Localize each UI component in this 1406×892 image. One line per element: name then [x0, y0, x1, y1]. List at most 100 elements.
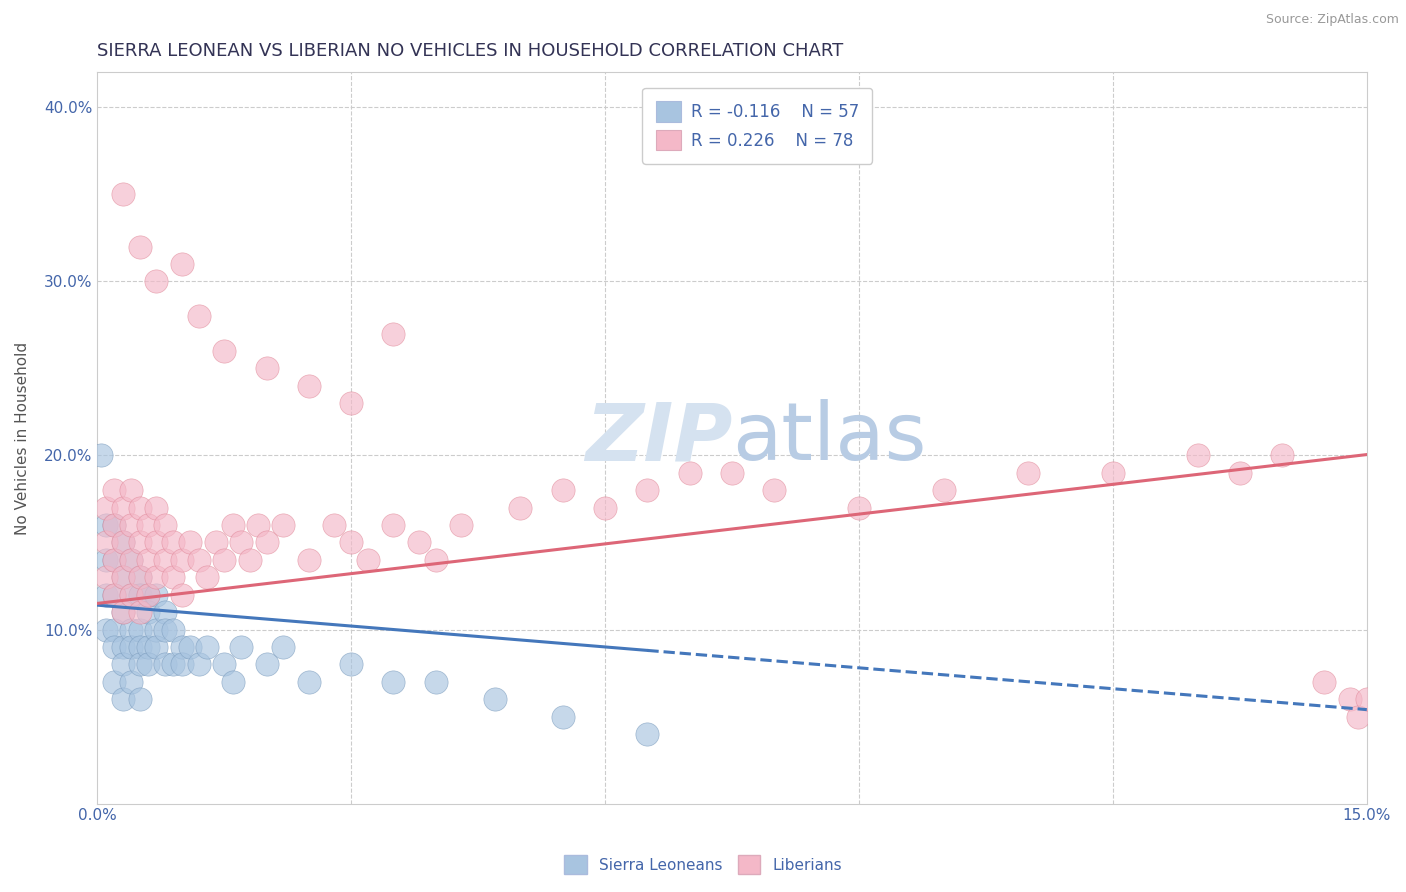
Point [298, 553, 321, 567]
Point [120, 553, 142, 567]
Point [382, 326, 405, 341]
Point [136, 657, 159, 672]
Point [509, 500, 531, 515]
Point [136, 605, 159, 619]
Point [170, 588, 193, 602]
Point [212, 553, 235, 567]
Point [484, 692, 506, 706]
Point [679, 466, 702, 480]
Point [120, 623, 142, 637]
Point [256, 535, 278, 549]
Point [128, 570, 150, 584]
Point [187, 309, 209, 323]
Point [128, 657, 150, 672]
Point [111, 570, 134, 584]
Point [111, 640, 134, 654]
Point [120, 518, 142, 533]
Point [1229, 466, 1251, 480]
Point [145, 640, 167, 654]
Point [636, 483, 658, 498]
Point [162, 657, 184, 672]
Point [128, 623, 150, 637]
Point [408, 535, 430, 549]
Point [162, 535, 184, 549]
Point [382, 674, 405, 689]
Point [136, 553, 159, 567]
Point [1017, 466, 1039, 480]
Point [153, 518, 176, 533]
Point [103, 623, 125, 637]
Point [120, 674, 142, 689]
Point [273, 518, 295, 533]
Point [120, 640, 142, 654]
Point [212, 343, 235, 358]
Point [145, 500, 167, 515]
Point [136, 640, 159, 654]
Point [111, 535, 134, 549]
Point [111, 605, 134, 619]
Point [1355, 692, 1378, 706]
Point [425, 674, 447, 689]
Point [187, 657, 209, 672]
Point [111, 500, 134, 515]
Point [136, 518, 159, 533]
Point [179, 640, 201, 654]
Point [153, 605, 176, 619]
Point [153, 623, 176, 637]
Point [1187, 449, 1209, 463]
Point [128, 588, 150, 602]
Point [848, 500, 870, 515]
Legend: Sierra Leoneans, Liberians: Sierra Leoneans, Liberians [558, 849, 848, 880]
Y-axis label: No Vehicles in Household: No Vehicles in Household [15, 342, 30, 534]
Point [256, 361, 278, 376]
Point [1271, 449, 1294, 463]
Point [145, 535, 167, 549]
Point [162, 623, 184, 637]
Point [153, 657, 176, 672]
Point [103, 483, 125, 498]
Point [340, 396, 363, 410]
Point [136, 588, 159, 602]
Point [1347, 709, 1369, 723]
Point [195, 640, 218, 654]
Legend: R = -0.116    N = 57, R = 0.226    N = 78: R = -0.116 N = 57, R = 0.226 N = 78 [643, 88, 872, 164]
Point [111, 187, 134, 202]
Point [187, 553, 209, 567]
Point [120, 588, 142, 602]
Point [111, 657, 134, 672]
Point [128, 239, 150, 253]
Point [425, 553, 447, 567]
Point [170, 640, 193, 654]
Point [239, 553, 262, 567]
Point [94, 553, 117, 567]
Point [382, 518, 405, 533]
Point [204, 535, 226, 549]
Point [145, 274, 167, 288]
Point [94, 500, 117, 515]
Point [247, 518, 270, 533]
Point [162, 570, 184, 584]
Point [94, 588, 117, 602]
Point [221, 674, 243, 689]
Point [450, 518, 472, 533]
Point [111, 570, 134, 584]
Point [323, 518, 346, 533]
Point [298, 379, 321, 393]
Point [179, 535, 201, 549]
Point [128, 500, 150, 515]
Point [340, 535, 363, 549]
Point [103, 640, 125, 654]
Point [212, 657, 235, 672]
Point [94, 518, 117, 533]
Point [111, 535, 134, 549]
Text: atlas: atlas [733, 399, 927, 477]
Point [103, 553, 125, 567]
Point [763, 483, 786, 498]
Point [103, 588, 125, 602]
Text: ZIP: ZIP [585, 399, 733, 477]
Point [103, 518, 125, 533]
Point [256, 657, 278, 672]
Point [128, 570, 150, 584]
Point [111, 605, 134, 619]
Point [111, 692, 134, 706]
